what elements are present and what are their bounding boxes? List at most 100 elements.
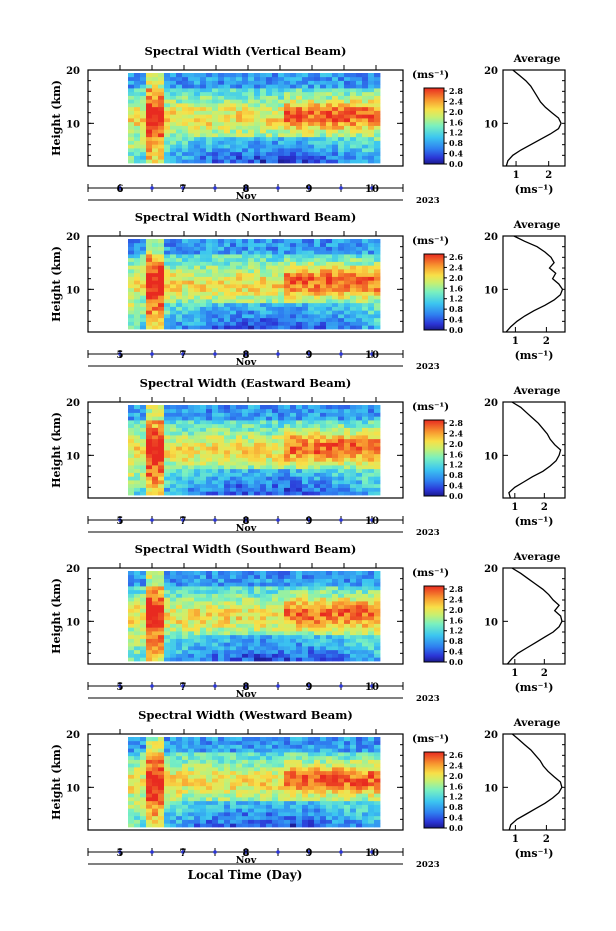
heatmap-cell [164, 321, 171, 326]
heatmap-cell [320, 472, 327, 477]
heatmap-cell [242, 472, 249, 477]
heatmap-cell [260, 442, 267, 447]
heatmap-cell [356, 623, 363, 628]
heatmap-cell [284, 76, 291, 81]
heatmap-cell [128, 623, 135, 628]
heatmap-cell [140, 476, 147, 481]
heatmap-cell [224, 431, 231, 436]
heatmap-cell [308, 649, 315, 654]
heatmap-cell [326, 586, 333, 591]
heatmap-cell [248, 446, 255, 451]
heatmap-cell [362, 578, 369, 583]
heatmap-cell [368, 254, 375, 259]
heatmap-cell [332, 261, 339, 266]
heatmap-cell [254, 586, 261, 591]
heatmap-cell [128, 634, 135, 639]
heatmap-cell [368, 110, 375, 115]
heatmap-cell [350, 121, 357, 126]
heatmap-cell [134, 789, 141, 794]
heatmap-cell [182, 73, 189, 78]
heatmap-cell [134, 642, 141, 647]
heatmap-cell [230, 317, 237, 322]
heatmap-cell [140, 793, 147, 798]
heatmap-cell [344, 457, 351, 462]
heatmap-cell [218, 782, 225, 787]
x-tick-label: 10 [365, 682, 379, 693]
heatmap-cell [332, 586, 339, 591]
heatmap-cell [248, 476, 255, 481]
heatmap-cell [200, 804, 207, 809]
heatmap-cell [194, 472, 201, 477]
heatmap-cell [182, 653, 189, 658]
heatmap-cell [254, 151, 261, 156]
heatmap-cell [278, 597, 285, 602]
heatmap-cell [200, 435, 207, 440]
heatmap-cell [170, 737, 177, 742]
heatmap-cell [146, 491, 153, 496]
heatmap-cell [188, 121, 195, 126]
heatmap-cell [320, 242, 327, 247]
heatmap-cell [314, 476, 321, 481]
heatmap-cell [260, 125, 267, 130]
heatmap-cell [170, 631, 177, 636]
heatmap-cell [248, 427, 255, 432]
heatmap-cell [212, 619, 219, 624]
heatmap-cell [314, 246, 321, 251]
heatmap-cell [242, 151, 249, 156]
heatmap-cell [254, 442, 261, 447]
heatmap-cell [266, 272, 273, 277]
heatmap-cell [254, 642, 261, 647]
heatmap-cell [302, 325, 309, 330]
heatmap-cell [230, 627, 237, 632]
heatmap-cell [278, 144, 285, 149]
heatmap-cell [164, 653, 171, 658]
heatmap-cell [200, 159, 207, 164]
heatmap-cell [290, 257, 297, 262]
heatmap-cell [164, 487, 171, 492]
heatmap-cell [272, 487, 279, 492]
heatmap-cell [158, 265, 165, 270]
profile-line [505, 235, 564, 333]
heatmap-cell [152, 819, 159, 824]
heatmap-cell [302, 106, 309, 111]
heatmap-cell [164, 287, 171, 292]
heatmap-cell [200, 114, 207, 119]
x-tick-label: 7 [180, 184, 187, 195]
heatmap-cell [314, 272, 321, 277]
heatmap-cell [206, 589, 213, 594]
heatmap-cell [170, 438, 177, 443]
heatmap-cell [236, 302, 243, 307]
heatmap-cell [152, 295, 159, 300]
heatmap-cell [344, 250, 351, 255]
heatmap-cell [308, 121, 315, 126]
time-axis-marker [244, 684, 248, 688]
heatmap-cell [356, 476, 363, 481]
heatmap-cell [140, 287, 147, 292]
heatmap-cell [254, 744, 261, 749]
heatmap-cell [350, 144, 357, 149]
heatmap-cell [206, 133, 213, 138]
heatmap-cell [338, 144, 345, 149]
time-axis-marker [118, 518, 122, 522]
heatmap-cell [320, 125, 327, 130]
heatmap-cell [128, 815, 135, 820]
heatmap-cell [176, 306, 183, 311]
heatmap-cell [356, 151, 363, 156]
heatmap-cell [164, 314, 171, 319]
heatmap-cell [200, 250, 207, 255]
heatmap-cell [260, 269, 267, 274]
heatmap-cell [218, 412, 225, 417]
heatmap-cell [152, 597, 159, 602]
heatmap-cell [224, 586, 231, 591]
heatmap-cell [206, 99, 213, 104]
heatmap-cell [254, 155, 261, 160]
heatmap-cell [284, 284, 291, 289]
heatmap-cell [338, 106, 345, 111]
heatmap-cell [362, 250, 369, 255]
heatmap-cell [128, 646, 135, 651]
heatmap-cell [128, 144, 135, 149]
heatmap-cell [248, 574, 255, 579]
heatmap-cell [128, 446, 135, 451]
heatmap-cell [302, 582, 309, 587]
heatmap-cell [128, 804, 135, 809]
